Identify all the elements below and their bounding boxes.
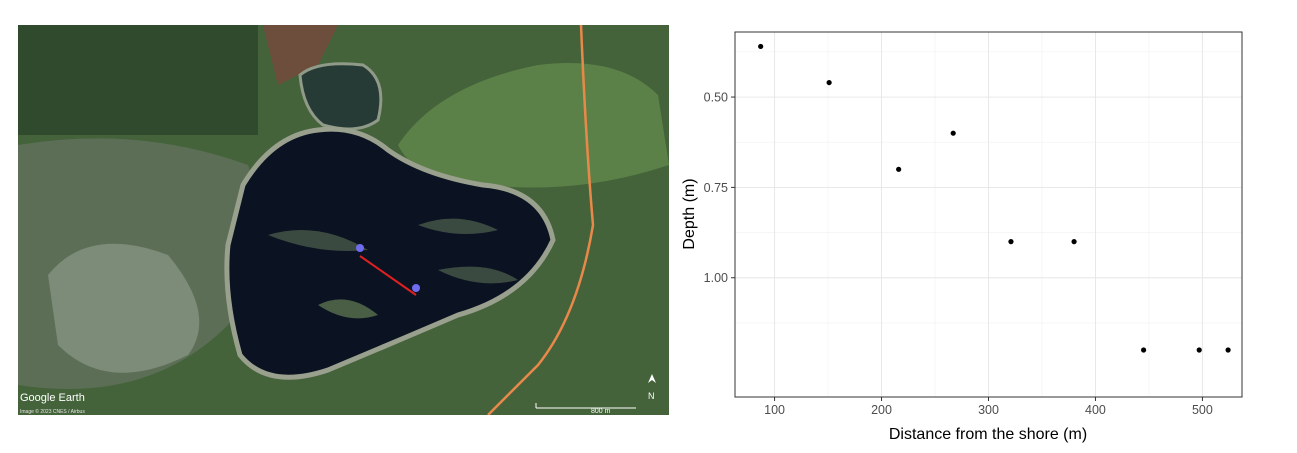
data-point <box>826 79 832 86</box>
y-tick-label: 0.75 <box>704 181 728 195</box>
lake <box>224 126 556 380</box>
x-tick-label: 300 <box>978 403 999 417</box>
green-field <box>398 63 669 188</box>
data-points <box>758 43 1231 353</box>
data-point <box>758 43 764 50</box>
lake-islet <box>318 299 378 319</box>
x-axis-title: Distance from the shore (m) <box>889 426 1087 443</box>
x-tick-label: 200 <box>871 403 892 417</box>
scale-label: 800 m <box>591 408 611 415</box>
lake-islet <box>418 218 498 234</box>
y-axis-title: Depth (m) <box>681 178 698 249</box>
y-tick-label: 0.50 <box>704 91 728 105</box>
data-point <box>1008 239 1014 245</box>
transect-start-pin <box>356 244 364 252</box>
depth-scatter-chart: 100 200 300 400 500 0.50 0.75 1.00 Distance fro… <box>681 31 1243 443</box>
data-point <box>1071 239 1077 245</box>
x-tick-label: 400 <box>1085 403 1106 417</box>
bare-soil-patch <box>263 25 338 85</box>
grid <box>735 32 1242 397</box>
satellite-map: 800 m N Google Earth Image © 2023 CNES /… <box>18 25 669 415</box>
lake-islet <box>438 266 518 284</box>
satellite-image: 800 m N Google Earth Image © 2023 CNES /… <box>18 25 669 415</box>
north-arrow-icon <box>648 374 656 383</box>
small-pond <box>298 62 383 131</box>
x-tick-label: 100 <box>764 403 785 417</box>
transect-end-pin <box>412 284 420 292</box>
data-point <box>1196 347 1202 353</box>
y-tick-label: 1.00 <box>704 271 728 285</box>
google-earth-logo: Google Earth <box>20 392 85 404</box>
lake-islet <box>268 230 368 251</box>
data-point <box>896 166 902 172</box>
data-point <box>1140 347 1147 353</box>
data-point <box>1225 347 1231 353</box>
transect-line <box>359 255 417 296</box>
x-tick-label: 500 <box>1192 403 1213 417</box>
north-label: N <box>648 391 655 401</box>
salt-flat <box>48 243 200 373</box>
data-point <box>950 130 956 136</box>
dirt-road <box>487 25 595 415</box>
axis-ticks: 100 200 300 400 500 0.50 0.75 1.00 <box>704 91 1213 417</box>
dark-vegetation-patch <box>18 25 258 135</box>
image-credit: Image © 2023 CNES / Airbus <box>20 408 85 415</box>
